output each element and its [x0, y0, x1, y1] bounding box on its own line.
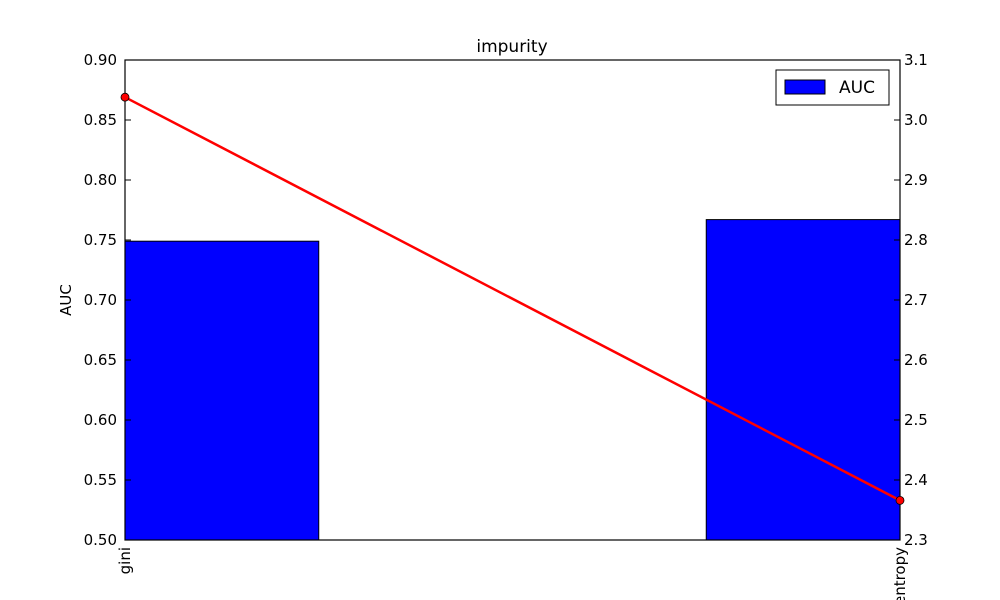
chart-title: impurity: [476, 37, 547, 57]
y2-tick-label: 2.4: [904, 471, 928, 489]
legend-swatch-auc: [784, 79, 826, 95]
line-series: [124, 96, 901, 502]
line-point-gini: [120, 92, 130, 102]
y-tick-label: 0.90: [84, 51, 117, 69]
bar-entropy: [705, 219, 901, 541]
y2-tick-label: 2.8: [904, 231, 928, 249]
y2-tick-label: 3.1: [904, 51, 928, 69]
legend: AUC: [775, 69, 890, 106]
y-tick-label: 0.70: [84, 291, 117, 309]
y2-tick-label: 2.9: [904, 171, 928, 189]
plot-frame: [124, 59, 901, 541]
y-tick-label: 0.80: [84, 171, 117, 189]
y2-tick-label: 2.6: [904, 351, 928, 369]
y-tick-label: 0.60: [84, 411, 117, 429]
y-tick-label: 0.55: [84, 471, 117, 489]
bars-layer: [124, 219, 901, 541]
y-tick-label: 0.50: [84, 531, 117, 549]
line-point-entropy: [895, 495, 905, 505]
y-tick-label: 0.85: [84, 111, 117, 129]
ticks-layer: 0.50 0.55 0.60 0.65 0.70 0.75 0.80 0.85 0.90 2.3 2…: [84, 51, 928, 600]
y2-tick-label: 2.5: [904, 411, 928, 429]
y2-tick-label: 3.0: [904, 111, 928, 129]
y2-tick-label: 2.3: [904, 531, 928, 549]
x-tick-label-entropy: entropy: [891, 547, 909, 600]
y2-tick-label: 2.7: [904, 291, 928, 309]
y-tick-label: 0.75: [84, 231, 117, 249]
legend-label-auc: AUC: [839, 78, 875, 98]
y-tick-label: 0.65: [84, 351, 117, 369]
y-axis-label: AUC: [57, 284, 75, 316]
x-tick-label-gini: gini: [116, 547, 134, 574]
line-layer: [120, 92, 905, 505]
bar-gini: [124, 240, 320, 541]
